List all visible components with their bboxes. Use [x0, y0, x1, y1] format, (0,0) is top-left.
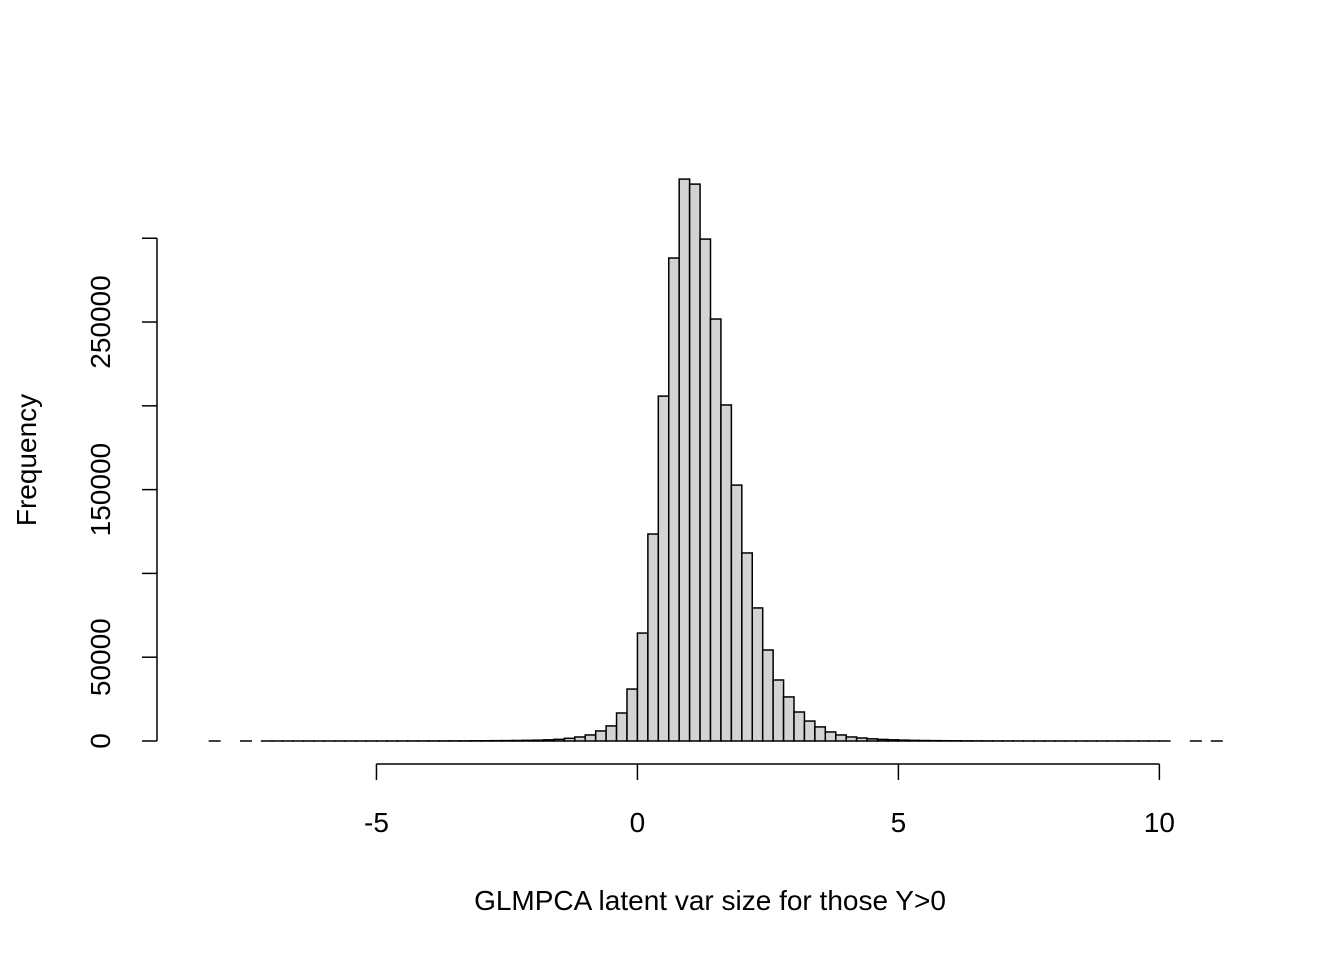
bar: [605, 725, 618, 742]
bar: [814, 726, 827, 742]
bar: [511, 739, 524, 742]
x-tick-label: 5: [891, 807, 907, 838]
bar: [866, 738, 879, 742]
bar: [678, 178, 691, 742]
x-tick-label: 10: [1144, 807, 1175, 838]
bar: [751, 607, 764, 742]
bar: [626, 688, 639, 742]
bar: [553, 738, 566, 742]
bar: [908, 739, 921, 742]
bar: [835, 734, 847, 742]
bar: [803, 720, 816, 742]
bar: [897, 739, 910, 742]
bar: [887, 739, 900, 742]
bar: [699, 238, 712, 742]
bar: [563, 737, 576, 742]
y-axis-label: Frequency: [11, 394, 42, 526]
bar: [741, 552, 754, 742]
bar: [615, 712, 628, 742]
x-tick-label: -5: [364, 807, 389, 838]
bar: [876, 738, 889, 742]
bar: [584, 734, 597, 742]
bar: [824, 731, 837, 742]
x-tick-label: 0: [630, 807, 646, 838]
bar: [667, 257, 680, 742]
bar: [657, 395, 670, 742]
y-tick-label: 150000: [85, 443, 116, 536]
bar: [709, 318, 722, 742]
x-axis-label: GLMPCA latent var size for those Y>0: [474, 885, 946, 916]
bar: [532, 739, 545, 742]
bar: [761, 649, 774, 742]
bar: [720, 404, 733, 742]
y-tick-label: 0: [85, 733, 116, 749]
bar: [782, 696, 795, 742]
y-tick-label: 250000: [85, 275, 116, 368]
bar: [793, 711, 806, 742]
bar: [772, 679, 785, 742]
bar: [636, 632, 649, 742]
bar: [594, 730, 607, 742]
bar: [647, 533, 660, 742]
bar: [542, 739, 555, 742]
bar: [688, 183, 701, 742]
bar: [845, 736, 858, 742]
y-tick-label: 50000: [85, 618, 116, 696]
bar: [855, 737, 868, 742]
bar: [730, 484, 743, 742]
bar: [574, 736, 586, 742]
bar: [521, 739, 534, 742]
